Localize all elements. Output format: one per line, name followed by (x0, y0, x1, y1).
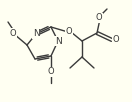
Text: N: N (55, 37, 61, 45)
Text: O: O (96, 13, 102, 23)
Text: O: O (113, 35, 119, 44)
Text: O: O (66, 27, 72, 35)
Text: N: N (33, 29, 39, 38)
Text: O: O (10, 28, 16, 38)
Text: O: O (48, 68, 54, 76)
